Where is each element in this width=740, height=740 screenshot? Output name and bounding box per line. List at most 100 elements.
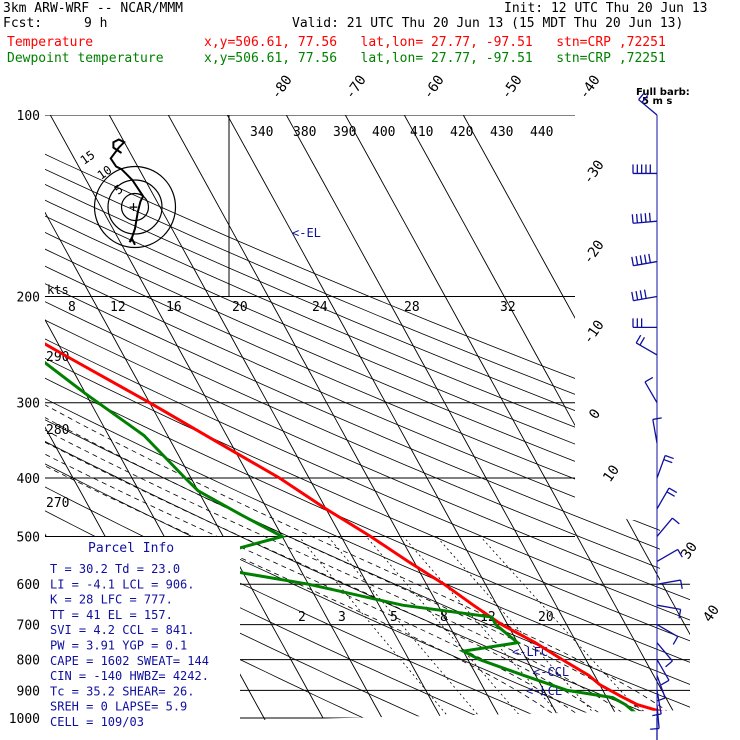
moist-adiabat-line: [45, 296, 631, 719]
mixing-ratio-label: 32: [500, 300, 516, 315]
wind-barb-flag: [672, 517, 680, 525]
pressure-label: 200: [17, 291, 40, 306]
dry-adiabat-line: [45, 115, 690, 725]
theta-label: 420: [450, 125, 473, 140]
isotherm-label: -20: [580, 237, 608, 267]
wind-barb-flag: [631, 256, 635, 266]
moist-adiabat-line: [45, 296, 607, 719]
mixing-ratio-label: 8: [68, 300, 76, 315]
isotherm-label: -10: [580, 317, 608, 347]
isotherm-label: -30: [580, 157, 608, 187]
wind-barb-flag: [663, 458, 673, 464]
wind-barb-flag: [668, 487, 678, 494]
pressure-label: 1000: [9, 712, 40, 727]
dry-adiabat-line: [45, 115, 690, 725]
wind-barb: [656, 579, 681, 585]
wind-barb-flag: [631, 214, 634, 224]
parcel-info-row: CAPE = 1602 SWEAT= 144: [50, 654, 209, 668]
dry-adiabat-line: [45, 115, 685, 725]
dewpoint-station-info: x,y=506.61, 77.56 lat,lon= 27.77, -97.51…: [204, 51, 666, 66]
wind-barb-flag: [648, 212, 651, 222]
hodograph-ring: [107, 179, 163, 235]
isotherm-line: [49, 115, 390, 725]
wind-barb-flag: [666, 491, 675, 497]
pressure-label: 800: [17, 654, 40, 669]
pressure-label: 700: [17, 619, 40, 634]
theta-label: 440: [530, 125, 553, 140]
wind-barb: [635, 342, 658, 356]
moist-adiabat-line: [45, 296, 654, 719]
parcel-info-row: PW = 3.91 YGP = 0.1: [50, 639, 187, 653]
theta-label: 400: [372, 125, 395, 140]
parcel-info-row: TT = 41 EL = 157.: [50, 608, 173, 622]
wind-barb: [633, 260, 658, 267]
pressure-label: 100: [17, 109, 40, 124]
dry-adiabat-line: [45, 115, 690, 725]
fcst-value: 9 h: [84, 16, 108, 31]
wind-barb-flag: [678, 609, 682, 619]
parcel-info-bg: [45, 537, 240, 725]
wind-barb: [633, 220, 658, 224]
mixing-ratio-label: 12: [110, 300, 126, 315]
model-title: 3km ARW-WRF -- NCAR/MMM: [3, 1, 184, 16]
parcel-info-row: CELL = 109/03: [50, 715, 144, 729]
parcel-info-row: LI = -4.1 LCL = 906.: [50, 577, 195, 591]
mixing-ratio-label: 5: [390, 610, 398, 625]
hodograph-ring: [93, 165, 177, 249]
moist-adiabat-line: [45, 296, 678, 719]
isotherm-label: 40: [700, 602, 723, 625]
theta-label: 280: [46, 423, 69, 438]
barb-legend: Full barb:: [636, 87, 690, 98]
wind-barb-flag: [641, 95, 649, 103]
wind-barb-flag: [638, 92, 645, 100]
level-annotation: <-CCL: [533, 665, 569, 679]
isotherm-line: [403, 115, 690, 725]
dry-adiabat-line: [45, 115, 625, 725]
isotherm-label: 10: [600, 462, 623, 485]
parcel-info-row: SVI = 4.2 CCL = 841.: [50, 623, 195, 637]
wind-barb-flag: [644, 376, 654, 383]
mixing-ratio-label: 28: [404, 300, 420, 315]
parcel-info-box: Parcel Info T = 30.2 Td = 23.0LI = -4.1 L…: [45, 537, 240, 729]
wind-barb: [656, 659, 670, 681]
isotherm-line: [462, 115, 690, 725]
theta-label: 380: [293, 125, 316, 140]
mixing-ratio-line: [365, 536, 523, 719]
fcst-label: Fcst:: [3, 16, 43, 31]
hodograph-ring-label: 15: [78, 148, 98, 168]
wind-barb: [656, 690, 662, 715]
level-annotation: <-LCL: [526, 684, 562, 698]
wind-barb-flag: [648, 253, 652, 263]
wind-barb-flag: [639, 290, 643, 300]
valid-time: Valid: 21 UTC Thu 20 Jun 13 (15 MDT Thu …: [292, 16, 684, 31]
parcel-info-row: K = 28 LFC = 777.: [50, 593, 173, 607]
temperature-station-info: x,y=506.61, 77.56 lat,lon= 27.77, -97.51…: [204, 35, 666, 50]
wind-barb: [652, 419, 658, 444]
wind-barb: [656, 704, 660, 729]
temperature-profile: [45, 115, 684, 720]
wind-barb-flag: [652, 417, 662, 421]
moist-adiabat-line: [45, 296, 560, 719]
wind-barb-flag: [650, 727, 660, 730]
wind-barb-flag: [635, 334, 642, 344]
dewpoint-legend: Dewpoint temperature: [7, 51, 164, 66]
wind-barb-flag: [639, 255, 643, 265]
level-annotation: <-LFC: [512, 645, 548, 659]
mixing-ratio-label: 2: [298, 610, 306, 625]
pressure-label: 900: [17, 684, 40, 699]
wind-barb-flag: [639, 336, 646, 346]
temperature-legend: Temperature: [7, 35, 94, 50]
dry-adiabat-line: [45, 115, 690, 725]
pressure-label: 300: [17, 397, 40, 412]
wind-barb-flag: [643, 254, 647, 264]
hodograph-trace: [109, 138, 145, 246]
level-annotation: <-EL: [292, 226, 321, 240]
mixing-ratio-line: [402, 536, 563, 719]
wind-barb-flag: [635, 255, 639, 266]
parcel-info-row: Tc = 35.2 SHEAR= 26.: [50, 684, 195, 698]
wind-barb: [656, 604, 681, 610]
wind-barb: [656, 675, 666, 699]
